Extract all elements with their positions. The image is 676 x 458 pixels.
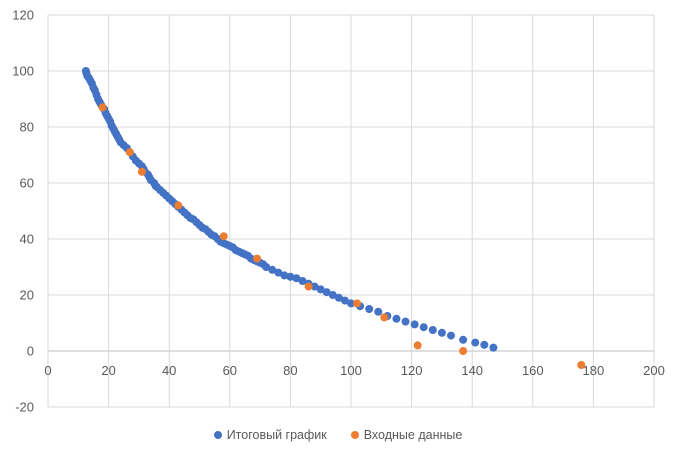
legend-label: Входные данные: [363, 428, 463, 442]
x-tick-label: 60: [223, 363, 237, 378]
data-point: [419, 323, 428, 332]
x-tick-label: 140: [461, 363, 483, 378]
data-point: [322, 288, 331, 297]
data-point: [380, 313, 389, 322]
legend-label: Итоговый график: [226, 428, 327, 442]
data-point: [286, 272, 295, 281]
data-point: [334, 293, 343, 302]
y-tick-label: 40: [20, 232, 34, 247]
y-tick-label: 120: [12, 8, 34, 23]
data-point: [137, 167, 146, 176]
legend-item: Итоговый график: [213, 428, 327, 442]
legend: Итоговый график Входные данные: [0, 428, 676, 442]
data-point: [125, 148, 134, 157]
data-point: [292, 274, 301, 283]
series-2: [98, 103, 586, 369]
y-tick-label: 20: [20, 288, 34, 303]
data-point: [471, 338, 480, 347]
data-point: [446, 331, 455, 340]
y-tick-label: 100: [12, 64, 34, 79]
axis-labels: -20 0 20 40 60 80 100 120 0 20 40 60 80 100 120 140 160 1…: [12, 8, 665, 415]
data-point: [480, 340, 489, 349]
data-point: [274, 268, 283, 277]
data-series: [81, 67, 586, 369]
data-point: [413, 341, 422, 350]
data-point: [577, 361, 586, 369]
x-tick-label: 160: [522, 363, 544, 378]
data-point: [392, 314, 401, 323]
data-point: [374, 307, 383, 316]
data-point: [219, 232, 228, 241]
data-point: [253, 254, 262, 263]
data-point: [401, 317, 410, 326]
data-point: [340, 296, 349, 305]
data-point: [98, 103, 107, 112]
data-point: [410, 320, 419, 329]
data-point: [174, 201, 183, 210]
legend-marker: [350, 431, 359, 439]
data-point: [347, 299, 355, 308]
x-tick-label: 100: [340, 363, 362, 378]
data-point: [459, 335, 468, 344]
data-point: [428, 326, 437, 334]
x-tick-label: 120: [401, 363, 423, 378]
legend-marker: [213, 431, 222, 439]
data-point: [459, 347, 468, 355]
data-point: [489, 343, 498, 352]
data-point: [280, 271, 289, 280]
x-tick-label: 40: [162, 363, 176, 378]
data-point: [298, 277, 307, 285]
gridlines: [47, 14, 655, 408]
data-point: [328, 291, 337, 299]
data-point: [365, 305, 374, 313]
x-tick-label: 80: [283, 363, 297, 378]
x-tick-label: 200: [643, 363, 665, 378]
x-tick-label: 0: [44, 363, 51, 378]
data-point: [304, 282, 313, 291]
series-1: [81, 67, 498, 352]
y-tick-label: 0: [27, 344, 34, 359]
x-tick-label: 180: [583, 363, 605, 378]
data-point: [437, 328, 446, 337]
legend-item: Входные данные: [350, 428, 463, 442]
x-tick-label: 20: [101, 363, 115, 378]
data-point: [316, 285, 325, 294]
data-point: [310, 282, 319, 291]
y-tick-label: 80: [20, 120, 34, 135]
data-point: [268, 265, 277, 274]
data-point: [353, 299, 362, 308]
y-tick-label: 60: [20, 176, 34, 191]
data-point: [262, 263, 271, 271]
y-tick-label: -20: [15, 400, 34, 415]
